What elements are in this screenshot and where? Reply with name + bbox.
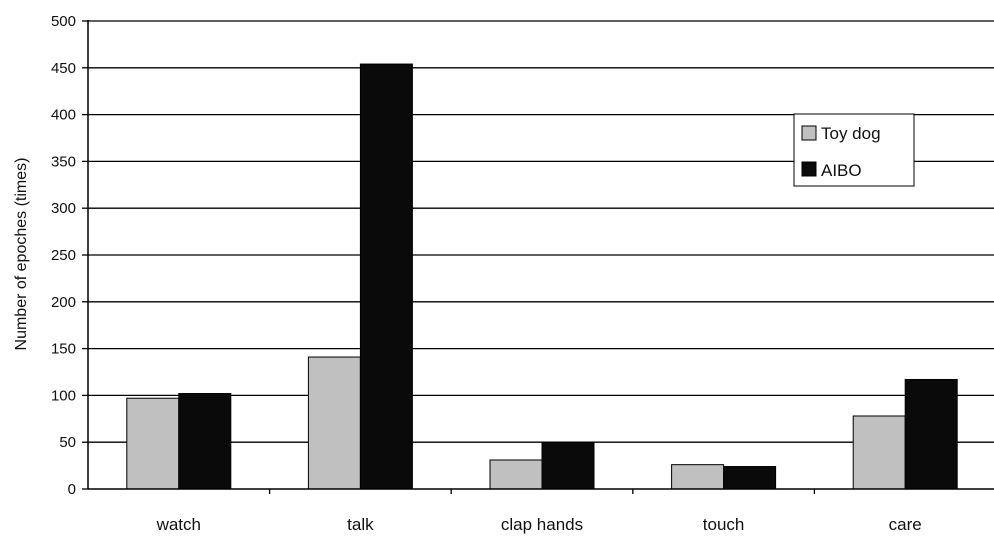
bar-toy-dog-clap-hands [489,459,543,490]
legend-label-aibo: AIBO [821,161,862,180]
y-tick-label: 300 [51,200,76,217]
bar-aibo-watch [178,393,232,490]
bar-aibo-clap-hands [541,441,595,490]
y-tick-label: 450 [51,60,76,77]
y-tick-label: 50 [59,434,76,451]
y-axis-title: Number of epoches (times) [13,158,30,351]
bar-aibo-talk [359,63,413,490]
bars [126,63,958,490]
bar-aibo-touch [723,466,777,490]
y-tick-label: 200 [51,294,76,311]
bar-toy-dog-talk [307,356,361,490]
x-axis-labels: watch talk clap hands touch care [156,489,922,534]
y-axis-ticks: 0 50 100 150 200 250 300 350 400 450 500 [51,13,88,498]
y-tick-label: 100 [51,387,76,404]
legend-swatch-aibo [801,161,817,177]
legend-label-toy-dog: Toy dog [821,124,881,143]
y-tick-label: 500 [51,13,76,30]
y-tick-label: 350 [51,153,76,170]
legend: Toy dog AIBO [793,113,915,187]
bar-toy-dog-watch [126,397,180,490]
x-tick-label: watch [156,515,201,534]
y-tick-label: 150 [51,341,76,358]
legend-swatch-toy-dog [801,125,817,141]
y-tick-label: 400 [51,107,76,124]
gridlines [88,20,994,443]
x-tick-label: care [889,515,922,534]
x-tick-label: talk [347,515,374,534]
x-tick-label: clap hands [501,515,583,534]
bar-toy-dog-touch [671,464,725,490]
axes [87,20,994,490]
y-tick-label: 250 [51,247,76,264]
x-tick-label: touch [703,515,745,534]
bar-toy-dog-care [852,415,906,490]
y-tick-label: 0 [68,481,76,498]
bar-aibo-care [904,378,958,490]
